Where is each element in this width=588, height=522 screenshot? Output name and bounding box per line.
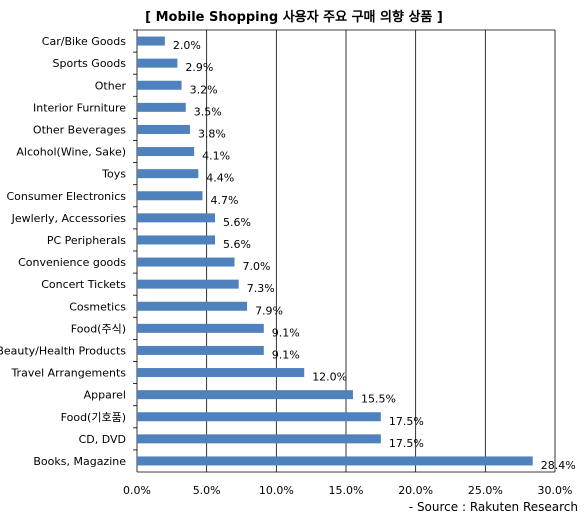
bar xyxy=(137,80,182,90)
bar xyxy=(137,58,178,68)
category-label: Sports Goods xyxy=(53,57,127,70)
value-label: 12.0% xyxy=(312,371,347,384)
x-tick-label: 30.0% xyxy=(538,484,573,497)
bar xyxy=(137,36,165,46)
bar xyxy=(137,102,186,112)
value-label: 4.1% xyxy=(202,150,230,163)
value-label: 7.9% xyxy=(255,304,283,317)
bar xyxy=(137,191,203,201)
value-label: 17.5% xyxy=(389,437,424,450)
category-label: Apparel xyxy=(84,389,126,402)
value-label: 17.5% xyxy=(389,415,424,428)
value-label: 7.3% xyxy=(247,282,275,295)
category-label: Toys xyxy=(101,168,126,181)
category-label: Jewlerly, Accessories xyxy=(11,212,127,225)
bar xyxy=(137,301,248,311)
x-tick-label: 25.0% xyxy=(468,484,503,497)
value-label: 3.8% xyxy=(198,127,226,140)
x-tick-label: 0.0% xyxy=(123,484,151,497)
category-label: PC Peripherals xyxy=(47,234,126,247)
bar xyxy=(137,323,264,333)
bar xyxy=(137,345,264,355)
x-tick-label: 10.0% xyxy=(259,484,294,497)
category-label: Convenience goods xyxy=(18,256,126,269)
bar xyxy=(137,456,533,466)
bar xyxy=(137,147,195,157)
category-label: Food(기호품) xyxy=(61,411,126,424)
bar xyxy=(137,235,216,245)
category-label: Beauty/Health Products xyxy=(0,344,126,357)
source-note: - Source : Rakuten Research xyxy=(408,500,578,514)
category-label: Cosmetics xyxy=(69,300,126,313)
bar xyxy=(137,213,216,223)
value-labels: 2.0% 2.9% 3.2% 3.5% 3.8% 4.1% 4.4% 4.7% 5.6% 5.6%… xyxy=(173,39,576,472)
bar xyxy=(137,257,235,267)
value-label: 9.1% xyxy=(272,348,300,361)
bar xyxy=(137,368,305,378)
value-label: 4.7% xyxy=(210,194,238,207)
category-label: Other xyxy=(95,79,127,92)
bar xyxy=(137,412,381,422)
bars xyxy=(137,36,533,466)
bar xyxy=(137,279,239,289)
bar xyxy=(137,169,199,179)
value-label: 5.6% xyxy=(223,216,251,229)
category-label: Books, Magazine xyxy=(33,455,126,468)
value-label: 7.0% xyxy=(243,260,271,273)
bar xyxy=(137,390,353,400)
value-label: 2.9% xyxy=(185,61,213,74)
category-label: Interior Furniture xyxy=(33,101,126,114)
category-label: Other Beverages xyxy=(33,123,126,136)
value-label: 9.1% xyxy=(272,326,300,339)
value-label: 28.4% xyxy=(541,459,576,472)
category-label: CD, DVD xyxy=(79,433,126,446)
value-label: 3.5% xyxy=(194,105,222,118)
category-labels: Car/Bike Goods Sports Goods Other Interior … xyxy=(0,35,126,468)
category-label: Travel Arrangements xyxy=(10,367,126,380)
bar xyxy=(137,124,190,134)
category-label: Consumer Electronics xyxy=(6,190,126,203)
gridlines xyxy=(133,29,556,473)
x-tick-label: 15.0% xyxy=(329,484,364,497)
x-tick-label: 5.0% xyxy=(193,484,221,497)
x-tick-label: 20.0% xyxy=(398,484,433,497)
x-tick-labels: 0.0% 5.0% 10.0% 15.0% 20.0% 25.0% 30.0% xyxy=(123,484,572,497)
value-label: 15.5% xyxy=(361,393,396,406)
value-label: 5.6% xyxy=(223,238,251,251)
category-label: Concert Tickets xyxy=(41,278,126,291)
value-label: 2.0% xyxy=(173,39,201,52)
bar xyxy=(137,434,381,444)
chart-title: [ Mobile Shopping 사용자 주요 구매 의향 상품 ] xyxy=(145,10,443,25)
value-label: 4.4% xyxy=(206,172,234,185)
category-label: Alcohol(Wine, Sake) xyxy=(16,146,126,159)
value-label: 3.2% xyxy=(190,83,218,96)
category-label: Food(주식) xyxy=(71,322,126,335)
category-label: Car/Bike Goods xyxy=(42,35,126,48)
